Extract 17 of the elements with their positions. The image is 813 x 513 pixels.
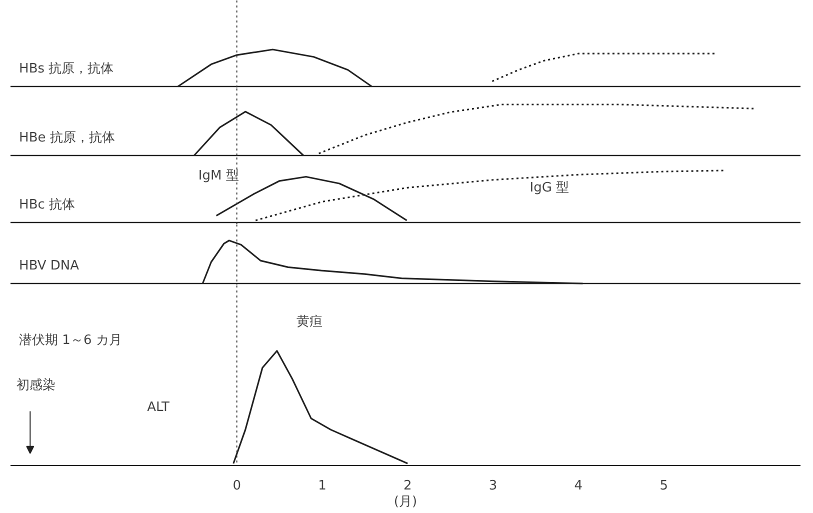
text: HBs 抗原，抗体 xyxy=(19,62,114,76)
text: 黄疸 xyxy=(296,314,323,330)
text: 潜伏期 1～6 カ月 xyxy=(19,332,122,348)
x-tick-label: 1 xyxy=(318,478,326,494)
text: ALT xyxy=(147,400,170,416)
text: HBc 抗体 xyxy=(19,198,76,212)
x-axis-title: (月) xyxy=(394,494,418,510)
x-tick-label: 4 xyxy=(574,478,583,494)
series-label: IgG 型 xyxy=(530,180,570,196)
annotation: 初感染 xyxy=(16,378,56,394)
x-tick-label: 0 xyxy=(232,478,241,494)
x-tick-label: 3 xyxy=(488,478,498,494)
x-tick-label: 2 xyxy=(404,478,412,494)
series-label: IgM 型 xyxy=(198,168,239,184)
text: HBe 抗原，抗体 xyxy=(19,130,115,146)
text: HBV DNA xyxy=(19,258,80,274)
x-tick-label: 5 xyxy=(660,478,668,494)
